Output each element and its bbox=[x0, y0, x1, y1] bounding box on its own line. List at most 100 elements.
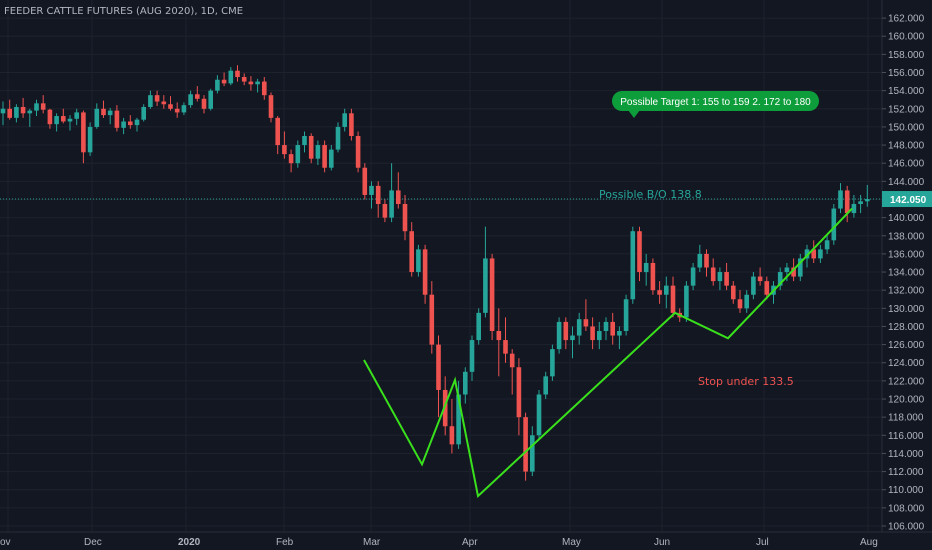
candle bbox=[369, 181, 374, 209]
candle bbox=[201, 95, 207, 114]
candle-body bbox=[818, 249, 823, 259]
candle bbox=[94, 103, 100, 129]
candle bbox=[181, 102, 187, 116]
candle-body bbox=[235, 70, 240, 78]
candle bbox=[717, 267, 723, 291]
candle bbox=[556, 317, 562, 354]
candle-body bbox=[436, 344, 441, 390]
price-tick-label: 112.000 bbox=[888, 467, 924, 478]
candle bbox=[128, 115, 133, 129]
candle-body bbox=[67, 118, 73, 122]
candle bbox=[637, 226, 642, 282]
candle-body bbox=[710, 267, 716, 282]
candle bbox=[704, 249, 709, 277]
candle-body bbox=[134, 119, 140, 126]
candle bbox=[107, 107, 113, 125]
candle bbox=[362, 163, 368, 200]
candle-body bbox=[643, 262, 649, 273]
candle-body bbox=[865, 199, 870, 202]
price-tick-label: 118.000 bbox=[888, 413, 924, 424]
candle-body bbox=[369, 185, 374, 195]
target-bubble-tail bbox=[628, 110, 640, 118]
candle-body bbox=[47, 109, 53, 125]
candle-body bbox=[295, 145, 301, 164]
candle-body bbox=[737, 299, 743, 309]
candle bbox=[643, 253, 649, 286]
candle bbox=[664, 276, 669, 309]
price-tick-label: 106.000 bbox=[888, 522, 925, 533]
price-tick-label: 152.000 bbox=[888, 104, 925, 115]
candle bbox=[134, 117, 140, 132]
breakout-label: Possible B/O 138.8 bbox=[599, 188, 702, 201]
price-tick-label: 120.000 bbox=[888, 395, 925, 406]
candle-body bbox=[777, 272, 783, 286]
candle-body bbox=[161, 101, 167, 105]
candle-body bbox=[851, 204, 857, 214]
candle bbox=[570, 326, 575, 359]
candle bbox=[161, 95, 167, 109]
candle-body bbox=[302, 135, 307, 146]
candle-body bbox=[838, 190, 843, 209]
candle-body bbox=[288, 154, 294, 164]
candle-body bbox=[858, 201, 863, 205]
candle bbox=[47, 108, 53, 129]
candle-body bbox=[121, 121, 126, 128]
price-tick-label: 134.000 bbox=[888, 268, 925, 279]
candle-body bbox=[34, 103, 39, 111]
candle-body bbox=[275, 117, 280, 146]
time-tick-label: Dec bbox=[84, 537, 102, 548]
candle bbox=[449, 399, 455, 454]
candle bbox=[523, 412, 528, 481]
time-tick-label: 2020 bbox=[178, 537, 201, 548]
price-axis[interactable]: 106.000 108.000 110.000 112.000 114.000 116.0… bbox=[881, 0, 932, 533]
candle-body bbox=[349, 113, 354, 136]
price-tick-label: 158.000 bbox=[888, 50, 925, 61]
candle-body bbox=[523, 417, 528, 472]
candle-body bbox=[590, 326, 595, 341]
candle bbox=[623, 294, 629, 336]
candle-body bbox=[195, 94, 200, 99]
candle-body bbox=[744, 294, 749, 309]
candle bbox=[516, 358, 522, 436]
candle-body bbox=[784, 267, 790, 273]
candle bbox=[684, 281, 689, 322]
candle-body bbox=[449, 426, 455, 445]
target-bubble bbox=[612, 91, 819, 111]
candle-body bbox=[0, 108, 6, 114]
price-tick-label: 130.000 bbox=[888, 304, 925, 315]
candle-body bbox=[335, 126, 341, 150]
candle-body bbox=[255, 81, 260, 85]
candle-body bbox=[61, 116, 66, 122]
price-tick-label: 136.000 bbox=[888, 249, 925, 260]
candle bbox=[221, 72, 227, 87]
candle-body bbox=[617, 330, 622, 336]
candle-body bbox=[469, 340, 475, 372]
candle bbox=[697, 244, 703, 273]
annotations-group: Possible B/O 138.8 Stop under 133.5 Possib… bbox=[599, 91, 819, 388]
price-tick-label: 146.000 bbox=[888, 159, 925, 170]
candle-body bbox=[282, 145, 287, 155]
candle-body bbox=[268, 95, 274, 118]
candle-body bbox=[844, 190, 850, 214]
candle bbox=[288, 149, 294, 173]
candle-body bbox=[87, 126, 93, 153]
candle-body bbox=[181, 105, 187, 113]
candle-body bbox=[168, 104, 173, 109]
candle bbox=[329, 145, 334, 171]
candle-body bbox=[107, 110, 113, 116]
candle bbox=[295, 140, 301, 168]
candle-body bbox=[456, 394, 461, 445]
candle bbox=[141, 104, 146, 122]
candle bbox=[831, 204, 837, 245]
candle bbox=[81, 110, 86, 164]
candle-body bbox=[322, 145, 327, 168]
price-tick-label: 116.000 bbox=[888, 431, 924, 442]
time-axis[interactable]: ov Dec 2020 Feb Mar Apr May Jun Jul Aug bbox=[0, 531, 932, 548]
candle bbox=[824, 235, 830, 254]
candle bbox=[818, 244, 823, 263]
candle bbox=[844, 185, 850, 223]
candle-body bbox=[804, 249, 810, 259]
candle-body bbox=[603, 321, 609, 331]
